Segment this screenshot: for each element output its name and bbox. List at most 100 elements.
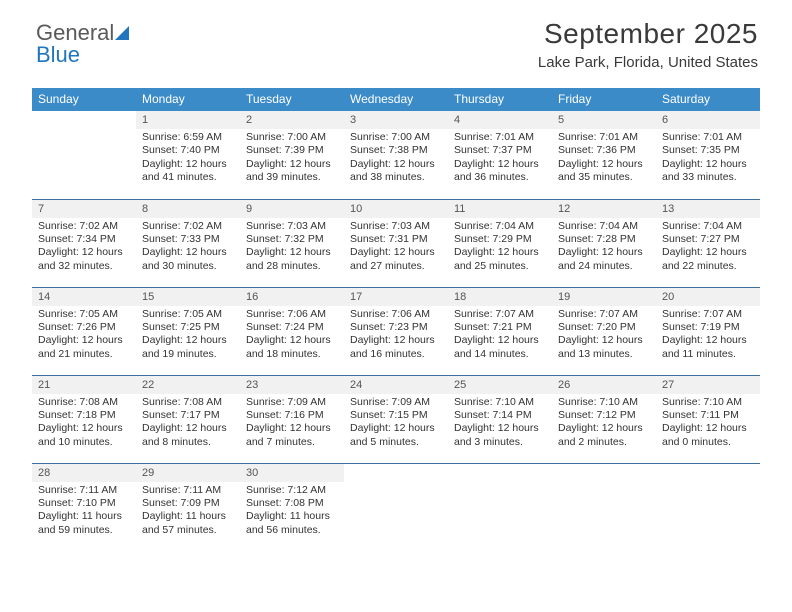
day-details: Sunrise: 7:08 AMSunset: 7:17 PMDaylight:… (136, 394, 240, 454)
day-details: Sunrise: 7:00 AMSunset: 7:39 PMDaylight:… (240, 129, 344, 189)
sunset-text: Sunset: 7:19 PM (662, 321, 754, 334)
sunset-text: Sunset: 7:38 PM (350, 144, 442, 157)
sunrise-text: Sunrise: 7:11 AM (142, 484, 234, 497)
brand-logo: General Blue (36, 22, 133, 66)
calendar-cell: 27Sunrise: 7:10 AMSunset: 7:11 PMDayligh… (656, 375, 760, 463)
day-number-empty (448, 464, 552, 482)
day-details: Sunrise: 7:09 AMSunset: 7:15 PMDaylight:… (344, 394, 448, 454)
day-details: Sunrise: 7:07 AMSunset: 7:19 PMDaylight:… (656, 306, 760, 366)
daylight-text: Daylight: 12 hours and 3 minutes. (454, 422, 546, 449)
sunrise-text: Sunrise: 7:05 AM (38, 308, 130, 321)
weekday-header: Monday (136, 88, 240, 111)
sunrise-text: Sunrise: 7:03 AM (246, 220, 338, 233)
day-details: Sunrise: 7:01 AMSunset: 7:36 PMDaylight:… (552, 129, 656, 189)
location-text: Lake Park, Florida, United States (538, 54, 758, 71)
daylight-text: Daylight: 12 hours and 39 minutes. (246, 158, 338, 185)
sunset-text: Sunset: 7:37 PM (454, 144, 546, 157)
day-details: Sunrise: 7:11 AMSunset: 7:10 PMDaylight:… (32, 482, 136, 542)
day-details: Sunrise: 7:10 AMSunset: 7:12 PMDaylight:… (552, 394, 656, 454)
day-number: 27 (656, 376, 760, 394)
calendar-row: 28Sunrise: 7:11 AMSunset: 7:10 PMDayligh… (32, 463, 760, 551)
sunrise-text: Sunrise: 7:01 AM (454, 131, 546, 144)
sunset-text: Sunset: 7:10 PM (38, 497, 130, 510)
sunset-text: Sunset: 7:27 PM (662, 233, 754, 246)
sunrise-text: Sunrise: 7:07 AM (454, 308, 546, 321)
calendar-cell: 15Sunrise: 7:05 AMSunset: 7:25 PMDayligh… (136, 287, 240, 375)
sunset-text: Sunset: 7:33 PM (142, 233, 234, 246)
sunset-text: Sunset: 7:40 PM (142, 144, 234, 157)
calendar-row: 21Sunrise: 7:08 AMSunset: 7:18 PMDayligh… (32, 375, 760, 463)
sunset-text: Sunset: 7:39 PM (246, 144, 338, 157)
calendar-cell: 30Sunrise: 7:12 AMSunset: 7:08 PMDayligh… (240, 463, 344, 551)
daylight-text: Daylight: 11 hours and 57 minutes. (142, 510, 234, 537)
calendar-cell: 14Sunrise: 7:05 AMSunset: 7:26 PMDayligh… (32, 287, 136, 375)
calendar-cell: 17Sunrise: 7:06 AMSunset: 7:23 PMDayligh… (344, 287, 448, 375)
day-number: 20 (656, 288, 760, 306)
day-details: Sunrise: 7:11 AMSunset: 7:09 PMDaylight:… (136, 482, 240, 542)
sunrise-text: Sunrise: 7:10 AM (454, 396, 546, 409)
sunset-text: Sunset: 7:08 PM (246, 497, 338, 510)
weekday-header: Saturday (656, 88, 760, 111)
day-details: Sunrise: 7:09 AMSunset: 7:16 PMDaylight:… (240, 394, 344, 454)
day-number: 29 (136, 464, 240, 482)
sunrise-text: Sunrise: 7:04 AM (558, 220, 650, 233)
sunset-text: Sunset: 7:21 PM (454, 321, 546, 334)
sunrise-text: Sunrise: 7:08 AM (38, 396, 130, 409)
daylight-text: Daylight: 12 hours and 18 minutes. (246, 334, 338, 361)
day-number: 26 (552, 376, 656, 394)
daylight-text: Daylight: 12 hours and 22 minutes. (662, 246, 754, 273)
calendar-cell: 4Sunrise: 7:01 AMSunset: 7:37 PMDaylight… (448, 111, 552, 199)
day-number: 13 (656, 200, 760, 218)
day-number: 16 (240, 288, 344, 306)
sunset-text: Sunset: 7:24 PM (246, 321, 338, 334)
brand-part2: Blue (36, 42, 80, 67)
day-details: Sunrise: 7:02 AMSunset: 7:33 PMDaylight:… (136, 218, 240, 278)
calendar-cell: 21Sunrise: 7:08 AMSunset: 7:18 PMDayligh… (32, 375, 136, 463)
title-block: September 2025 Lake Park, Florida, Unite… (538, 18, 758, 71)
calendar-cell: 7Sunrise: 7:02 AMSunset: 7:34 PMDaylight… (32, 199, 136, 287)
calendar-cell: 20Sunrise: 7:07 AMSunset: 7:19 PMDayligh… (656, 287, 760, 375)
day-number-empty (344, 464, 448, 482)
day-details: Sunrise: 7:02 AMSunset: 7:34 PMDaylight:… (32, 218, 136, 278)
weekday-header: Tuesday (240, 88, 344, 111)
month-title: September 2025 (538, 18, 758, 50)
day-details: Sunrise: 7:08 AMSunset: 7:18 PMDaylight:… (32, 394, 136, 454)
day-details: Sunrise: 7:06 AMSunset: 7:24 PMDaylight:… (240, 306, 344, 366)
weekday-header: Sunday (32, 88, 136, 111)
day-number: 15 (136, 288, 240, 306)
day-number: 9 (240, 200, 344, 218)
sunrise-text: Sunrise: 7:02 AM (38, 220, 130, 233)
sunset-text: Sunset: 7:23 PM (350, 321, 442, 334)
daylight-text: Daylight: 12 hours and 35 minutes. (558, 158, 650, 185)
calendar-cell: 1Sunrise: 6:59 AMSunset: 7:40 PMDaylight… (136, 111, 240, 199)
day-number: 7 (32, 200, 136, 218)
sunrise-text: Sunrise: 7:05 AM (142, 308, 234, 321)
sunrise-text: Sunrise: 6:59 AM (142, 131, 234, 144)
sunset-text: Sunset: 7:17 PM (142, 409, 234, 422)
calendar-cell: 23Sunrise: 7:09 AMSunset: 7:16 PMDayligh… (240, 375, 344, 463)
day-number: 24 (344, 376, 448, 394)
day-details: Sunrise: 7:01 AMSunset: 7:37 PMDaylight:… (448, 129, 552, 189)
day-details: Sunrise: 7:10 AMSunset: 7:14 PMDaylight:… (448, 394, 552, 454)
sunset-text: Sunset: 7:14 PM (454, 409, 546, 422)
day-number: 14 (32, 288, 136, 306)
weekday-header: Thursday (448, 88, 552, 111)
sunset-text: Sunset: 7:18 PM (38, 409, 130, 422)
day-details: Sunrise: 7:06 AMSunset: 7:23 PMDaylight:… (344, 306, 448, 366)
day-number: 12 (552, 200, 656, 218)
day-details: Sunrise: 7:00 AMSunset: 7:38 PMDaylight:… (344, 129, 448, 189)
sunset-text: Sunset: 7:31 PM (350, 233, 442, 246)
calendar-cell (656, 463, 760, 551)
sunset-text: Sunset: 7:20 PM (558, 321, 650, 334)
day-number-empty (552, 464, 656, 482)
daylight-text: Daylight: 12 hours and 7 minutes. (246, 422, 338, 449)
sunset-text: Sunset: 7:26 PM (38, 321, 130, 334)
day-details: Sunrise: 7:12 AMSunset: 7:08 PMDaylight:… (240, 482, 344, 542)
calendar-cell (552, 463, 656, 551)
daylight-text: Daylight: 12 hours and 10 minutes. (38, 422, 130, 449)
day-number-empty (32, 111, 136, 129)
daylight-text: Daylight: 11 hours and 56 minutes. (246, 510, 338, 537)
daylight-text: Daylight: 11 hours and 59 minutes. (38, 510, 130, 537)
day-details: Sunrise: 7:07 AMSunset: 7:20 PMDaylight:… (552, 306, 656, 366)
sunrise-text: Sunrise: 7:00 AM (350, 131, 442, 144)
